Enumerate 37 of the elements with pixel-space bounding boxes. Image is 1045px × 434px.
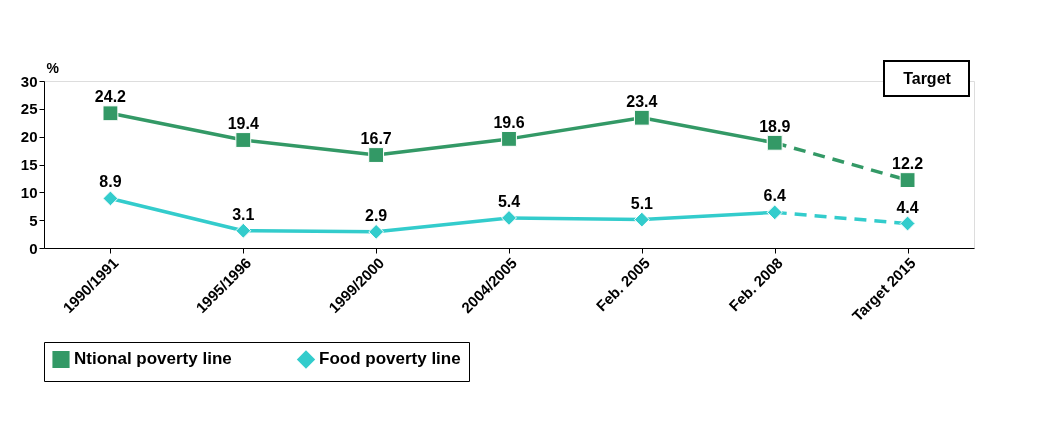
data-label: 12.2 [892, 155, 924, 173]
point [368, 147, 385, 163]
data-label: 24.2 [94, 88, 127, 106]
legend-label: Ntional poverty line [74, 349, 232, 369]
point [501, 210, 517, 226]
point [633, 211, 650, 228]
y-tick-label: 25 [20, 100, 38, 118]
data-label: 18.9 [759, 117, 791, 135]
y-tick-label: 20 [20, 128, 38, 146]
point [235, 222, 252, 239]
point [899, 215, 916, 232]
data-label: 6.4 [763, 187, 786, 205]
data-label: 3.1 [232, 205, 255, 223]
annotation: Target [903, 70, 952, 87]
point [899, 172, 916, 188]
point [102, 105, 119, 122]
data-label: 2.9 [365, 206, 388, 224]
legend-label: Food poverty line [319, 349, 461, 369]
data-label: 16.7 [360, 130, 392, 148]
y-tick-label: 10 [20, 183, 38, 201]
data-label: 23.4 [626, 92, 658, 110]
y-tick-label: 5 [29, 211, 38, 229]
point [102, 190, 119, 207]
y-tick-label: 0 [29, 239, 38, 257]
data-label: 8.9 [99, 173, 122, 191]
point [368, 223, 385, 240]
point [235, 132, 252, 148]
point [501, 130, 517, 147]
data-label: 19.4 [227, 115, 259, 133]
y-tick-label: 30 [20, 72, 38, 90]
data-label: 4.4 [896, 198, 919, 216]
data-label: 5.4 [497, 192, 521, 210]
y-axis-title: % [46, 59, 60, 76]
data-label: 5.1 [630, 194, 654, 212]
y-tick-label: 15 [20, 156, 38, 173]
point [633, 109, 650, 126]
data-label: 19.6 [493, 113, 525, 131]
